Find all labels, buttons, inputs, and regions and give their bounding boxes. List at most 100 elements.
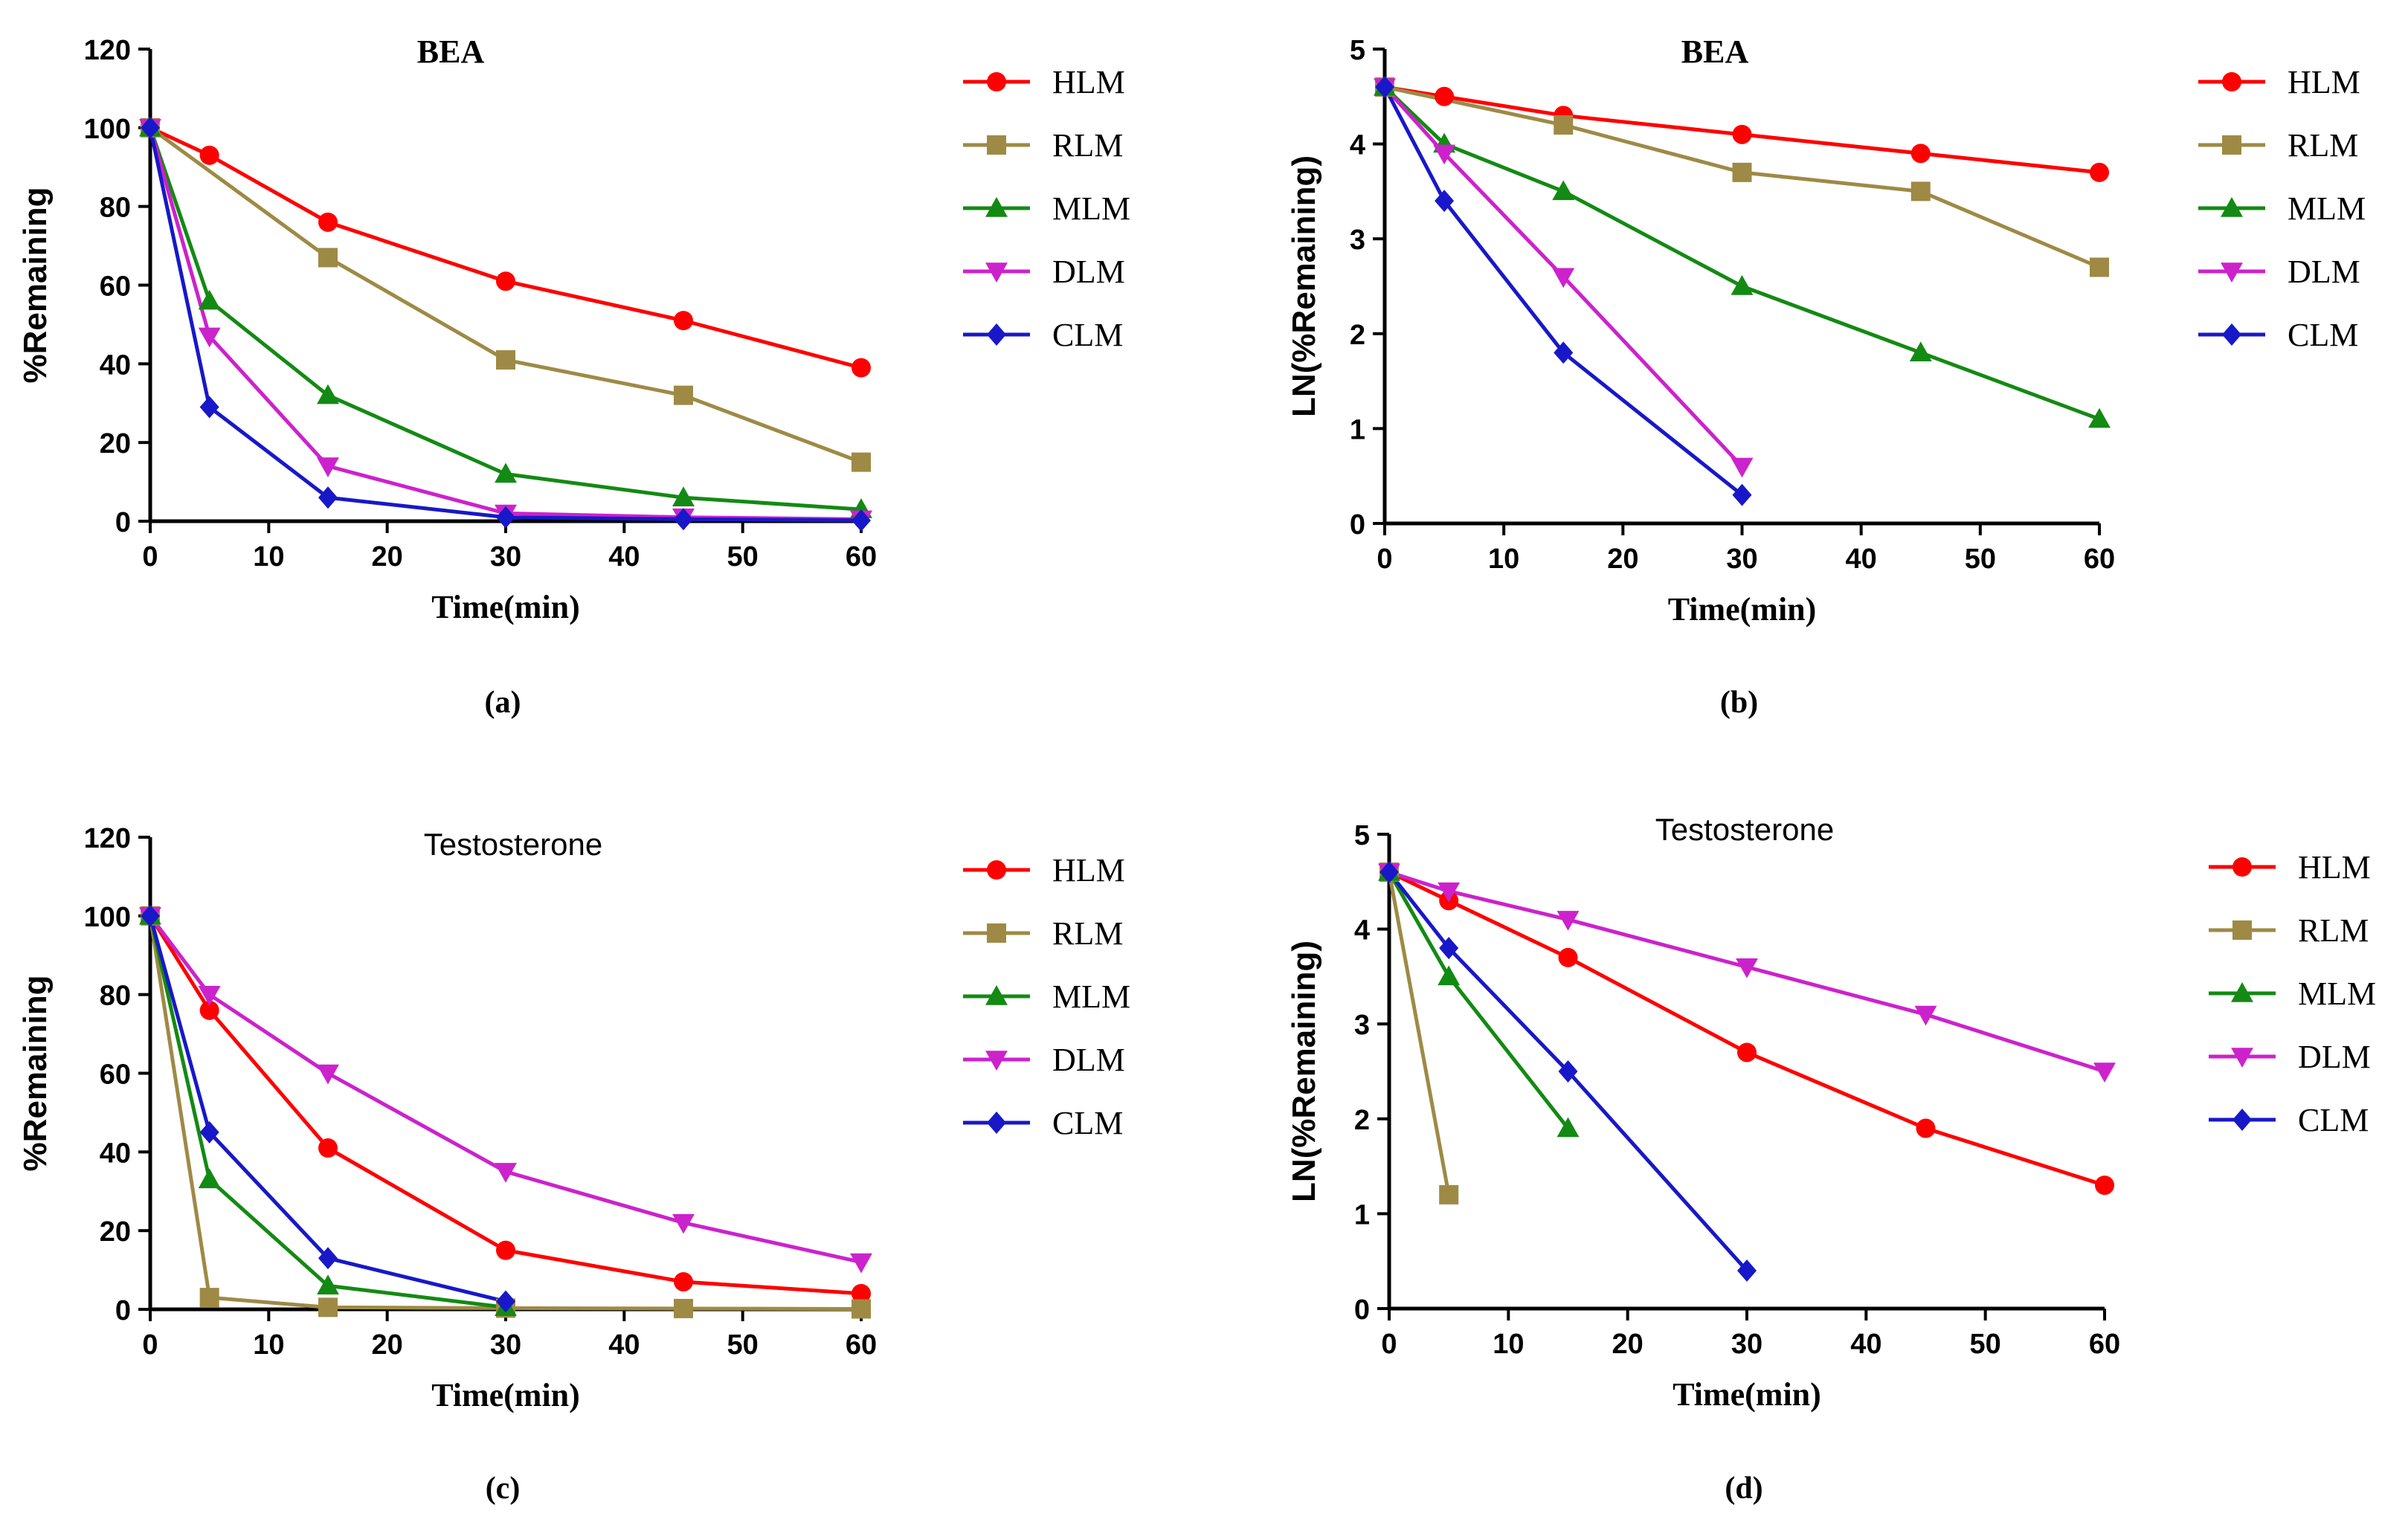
x-tick-label: 60 bbox=[846, 541, 877, 573]
x-tick-label: 0 bbox=[142, 541, 158, 573]
y-tick-label: 120 bbox=[84, 823, 131, 854]
data-point-hlm bbox=[1435, 86, 1455, 106]
x-tick-label: 10 bbox=[253, 1329, 284, 1361]
panel-label: (c) bbox=[486, 1471, 521, 1506]
x-tick-label: 0 bbox=[1377, 544, 1392, 575]
y-tick-label: 100 bbox=[84, 902, 131, 933]
data-point-clm bbox=[496, 506, 515, 529]
y-tick-label: 2 bbox=[1354, 1105, 1370, 1136]
x-tick-label: 20 bbox=[372, 1329, 403, 1361]
legend-label-hlm: HLM bbox=[2298, 849, 2371, 886]
y-tick-label: 60 bbox=[100, 1060, 131, 1091]
legend-marker-clm bbox=[987, 323, 1006, 346]
data-point-dlm bbox=[198, 985, 221, 1006]
data-point-hlm bbox=[1732, 124, 1752, 144]
data-point-rlm bbox=[496, 350, 515, 370]
y-tick-label: 0 bbox=[1350, 509, 1365, 541]
y-tick-label: 80 bbox=[100, 193, 131, 224]
x-tick-label: 0 bbox=[142, 1329, 158, 1361]
series-line-rlm bbox=[1387, 871, 1451, 1196]
x-tick-label: 40 bbox=[1850, 1329, 1881, 1360]
series-line-clm bbox=[148, 127, 862, 523]
x-tick-label: 20 bbox=[1607, 544, 1638, 575]
data-point-mlm bbox=[317, 384, 339, 404]
data-point-hlm bbox=[496, 271, 515, 291]
data-point-dlm bbox=[198, 327, 221, 348]
x-tick-label: 30 bbox=[1726, 544, 1757, 575]
data-point-rlm bbox=[1910, 181, 1931, 201]
legend-marker-hlm bbox=[2232, 857, 2252, 877]
data-point-dlm bbox=[317, 457, 339, 477]
legend-label-mlm: MLM bbox=[2288, 190, 2366, 227]
x-tick-label: 20 bbox=[1612, 1329, 1644, 1360]
data-point-hlm bbox=[2095, 1175, 2114, 1196]
x-tick-label: 0 bbox=[1381, 1329, 1397, 1360]
legend-marker-clm bbox=[2232, 1109, 2252, 1131]
legend-label-clm: CLM bbox=[2288, 317, 2358, 353]
legend-label-dlm: DLM bbox=[2288, 254, 2360, 290]
legend-marker-mlm bbox=[2221, 197, 2243, 217]
data-point-rlm bbox=[852, 1299, 871, 1319]
chart-panel-3: 0 10 20 30 40 50 60 0 20 40 60 80 100 120 Time(min) %Re… bbox=[17, 823, 1130, 1506]
data-point-clm bbox=[852, 509, 871, 532]
data-point-rlm bbox=[1439, 1184, 1459, 1204]
legend-label-rlm: RLM bbox=[2298, 912, 2369, 949]
legend-label-dlm: DLM bbox=[1052, 1042, 1125, 1078]
data-point-clm bbox=[1732, 483, 1752, 506]
series-line-hlm bbox=[1388, 870, 2105, 1187]
data-point-dlm bbox=[1914, 1005, 1937, 1026]
y-tick-label: 80 bbox=[100, 981, 131, 1012]
data-point-mlm bbox=[1731, 275, 1754, 295]
data-point-rlm bbox=[674, 385, 693, 405]
data-point-mlm bbox=[198, 289, 221, 310]
x-tick-label: 40 bbox=[1846, 544, 1877, 575]
y-tick-label: 5 bbox=[1354, 820, 1370, 851]
x-tick-label: 50 bbox=[1970, 1329, 2001, 1360]
data-point-hlm bbox=[852, 358, 871, 378]
panel-label: (d) bbox=[1725, 1471, 1762, 1506]
series-line-dlm bbox=[148, 127, 862, 521]
legend-marker-dlm bbox=[2221, 262, 2243, 283]
x-axis-title: Time(min) bbox=[1668, 591, 1817, 628]
data-point-mlm bbox=[1438, 965, 1461, 986]
data-point-clm bbox=[318, 1247, 338, 1270]
data-point-mlm bbox=[2088, 407, 2111, 428]
data-point-rlm bbox=[1554, 115, 1574, 135]
data-point-hlm bbox=[496, 1240, 515, 1260]
chart-title: Testosterone bbox=[1655, 812, 1834, 847]
series-line-rlm bbox=[149, 126, 862, 464]
y-tick-label: 1 bbox=[1350, 414, 1365, 445]
data-point-clm bbox=[199, 1120, 219, 1144]
legend-label-hlm: HLM bbox=[1052, 852, 1125, 888]
series-line-mlm bbox=[148, 127, 862, 512]
legend-marker-clm bbox=[987, 1112, 1006, 1134]
data-point-dlm bbox=[672, 1213, 695, 1234]
data-point-rlm bbox=[1732, 162, 1752, 182]
y-tick-label: 20 bbox=[100, 1216, 131, 1248]
x-tick-label: 50 bbox=[1965, 544, 1996, 575]
data-point-hlm bbox=[1737, 1042, 1757, 1062]
legend-marker-mlm bbox=[2231, 982, 2253, 1002]
legend-label-hlm: HLM bbox=[1052, 64, 1125, 100]
data-point-hlm bbox=[1916, 1118, 1936, 1138]
data-point-clm bbox=[318, 486, 338, 509]
series-line-mlm bbox=[1387, 871, 1570, 1130]
data-point-mlm bbox=[1552, 180, 1575, 201]
data-point-hlm bbox=[674, 311, 693, 331]
y-tick-label: 20 bbox=[100, 428, 131, 459]
data-point-mlm bbox=[1556, 1117, 1580, 1138]
data-point-dlm bbox=[1433, 144, 1456, 165]
legend-marker-dlm bbox=[985, 262, 1008, 283]
x-tick-label: 20 bbox=[372, 541, 403, 573]
y-tick-label: 3 bbox=[1350, 225, 1365, 256]
y-tick-label: 4 bbox=[1354, 915, 1370, 946]
legend-marker-hlm bbox=[2222, 72, 2241, 91]
data-point-mlm bbox=[672, 486, 695, 506]
y-tick-label: 4 bbox=[1350, 130, 1365, 161]
legend-marker-rlm bbox=[2222, 135, 2241, 155]
data-point-rlm bbox=[2090, 257, 2109, 277]
data-point-mlm bbox=[198, 1168, 221, 1189]
legend-label-rlm: RLM bbox=[1052, 127, 1123, 164]
legend-label-rlm: RLM bbox=[1052, 915, 1123, 952]
x-tick-label: 10 bbox=[1488, 544, 1519, 575]
